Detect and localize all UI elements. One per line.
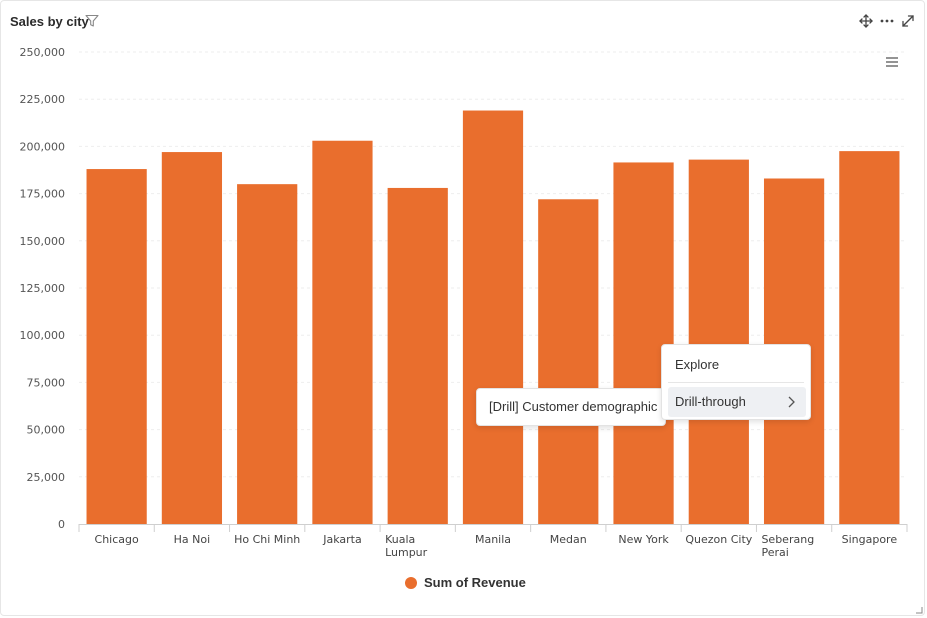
drill-submenu: [Drill] Customer demographic xyxy=(476,388,666,426)
y-tick-label: 250,000 xyxy=(20,46,66,59)
x-category-label: Chicago xyxy=(95,533,139,546)
bar[interactable] xyxy=(387,187,448,524)
bar[interactable] xyxy=(161,152,223,524)
bar[interactable] xyxy=(462,110,524,524)
y-tick-label: 25,000 xyxy=(27,471,66,484)
bar[interactable] xyxy=(237,184,298,524)
bar[interactable] xyxy=(688,159,749,524)
x-category-label: Seberang Perai xyxy=(761,533,814,559)
x-category-label: Manila xyxy=(475,533,511,546)
x-category-label: Quezon City xyxy=(685,533,752,546)
y-tick-label: 75,000 xyxy=(27,376,66,389)
x-category-label: Singapore xyxy=(842,533,898,546)
menu-item-label: Drill-through xyxy=(675,394,746,409)
y-tick-label: 0 xyxy=(58,518,65,531)
x-category-label: Ha Noi xyxy=(174,533,211,546)
legend[interactable]: Sum of Revenue xyxy=(405,575,526,590)
bar[interactable] xyxy=(839,151,900,524)
bar[interactable] xyxy=(86,169,147,524)
context-menu: Explore Drill-through xyxy=(661,344,811,420)
move-icon[interactable] xyxy=(858,13,874,29)
chevron-right-icon xyxy=(788,396,795,408)
x-category-label: Jakarta xyxy=(322,533,361,546)
y-tick-label: 50,000 xyxy=(27,424,66,437)
menu-divider xyxy=(668,382,804,383)
bar-chart: 0 25,000 50,000 75,000 100,000 125,000 150,000… xyxy=(20,46,908,559)
x-category-label: Ho Chi Minh xyxy=(234,533,300,546)
x-category-label: Medan xyxy=(550,533,587,546)
y-tick-label: 100,000 xyxy=(20,329,66,342)
hamburger-icon[interactable] xyxy=(885,56,899,68)
bar[interactable] xyxy=(312,140,373,524)
legend-label: Sum of Revenue xyxy=(424,575,526,590)
y-tick-label: 225,000 xyxy=(20,93,66,106)
resize-handle-icon[interactable] xyxy=(915,606,923,614)
bar[interactable] xyxy=(538,199,599,524)
legend-swatch xyxy=(405,576,417,589)
menu-item-explore[interactable]: Explore xyxy=(662,350,810,380)
submenu-item-customer-demographic[interactable]: [Drill] Customer demographic xyxy=(489,399,658,414)
y-tick-label: 200,000 xyxy=(20,140,66,153)
menu-item-drill-through[interactable]: Drill-through xyxy=(668,387,806,417)
y-tick-label: 150,000 xyxy=(20,235,66,248)
more-icon[interactable] xyxy=(879,13,895,29)
menu-item-label: Explore xyxy=(675,357,720,372)
x-category-label: New York xyxy=(618,533,669,546)
filter-icon[interactable] xyxy=(85,14,99,28)
x-category-label: Kuala Lumpur xyxy=(385,533,428,559)
bar[interactable] xyxy=(613,162,674,524)
y-tick-label: 125,000 xyxy=(20,282,66,295)
chart-title: Sales by city xyxy=(10,14,89,29)
y-tick-label: 175,000 xyxy=(20,188,66,201)
expand-icon[interactable] xyxy=(900,13,916,29)
